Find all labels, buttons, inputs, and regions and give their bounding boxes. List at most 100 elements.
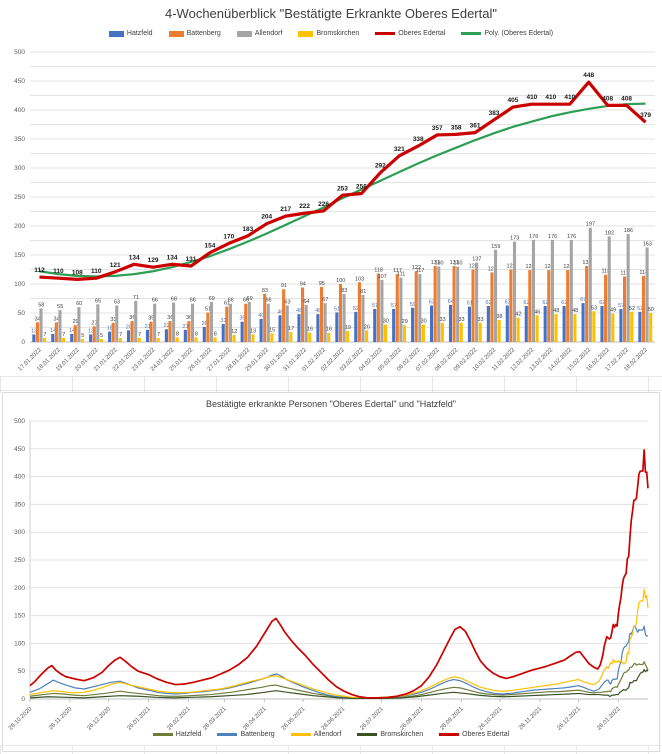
bar-label: 30	[421, 319, 427, 325]
legend-label: Hatzfeld	[175, 731, 202, 738]
bar-label: 21	[183, 324, 189, 330]
bar-label: 197	[586, 222, 595, 228]
bar-allendorf	[134, 300, 138, 342]
bar-label: 8	[214, 331, 217, 337]
bar-label: 20	[364, 324, 370, 330]
legend-item-battenberg[interactable]: Battenberg	[217, 731, 275, 738]
legend-item-oberes-edertal[interactable]: Oberes Edertal	[375, 30, 445, 37]
bar-bromskirchen	[497, 319, 501, 342]
legend-item-battenberg[interactable]: Battenberg	[168, 30, 221, 37]
bar-battenberg	[641, 275, 646, 342]
bar-label: 7	[119, 332, 122, 338]
line-point-label: 121	[110, 262, 121, 269]
bar-bromskirchen	[611, 313, 615, 342]
bar-label: 36	[129, 315, 135, 321]
bar-label: 15	[269, 327, 275, 333]
bar-battenberg	[338, 284, 342, 342]
bar-label: 176	[548, 234, 557, 240]
legend-item-poly-trend[interactable]: Poly. (Oberes Edertal)	[461, 30, 553, 37]
y-tick-label: 450	[14, 78, 25, 85]
bar-label: 40	[258, 313, 264, 319]
bar-allendorf	[153, 303, 157, 342]
bar-bromskirchen	[99, 339, 103, 342]
y-tick-label: 50	[18, 668, 26, 675]
y-tick-label: 200	[14, 585, 25, 592]
bar-bromskirchen	[402, 325, 407, 342]
line-point-label: 410	[526, 94, 537, 101]
bar-label: 65	[95, 298, 101, 304]
bar-hatzfeld	[373, 308, 377, 342]
bar-label: 8	[176, 331, 179, 337]
bar-label: 55	[57, 304, 63, 310]
line-point-label: 110	[53, 268, 64, 275]
bar-bromskirchen	[327, 332, 331, 342]
bar-label: 67	[322, 297, 328, 303]
bar-battenberg	[319, 286, 324, 342]
bar-label: 163	[643, 241, 652, 247]
bar-label: 53	[591, 305, 597, 311]
legend-swatch-battenberg	[168, 30, 184, 37]
bar-label: 62	[599, 300, 605, 306]
y-tick-label: 250	[14, 194, 25, 201]
legend-item-allendorf[interactable]: Allendorf	[236, 30, 282, 37]
bar-battenberg	[187, 321, 191, 342]
bar-bromskirchen	[365, 330, 369, 342]
legend-swatch-allendorf	[236, 30, 252, 37]
bar-bromskirchen	[43, 337, 47, 342]
bottom-chart-plot[interactable]: 0 50 100 150 200 250 300 350 400 450 500 26.10.2020…	[0, 413, 662, 743]
bar-label: 66	[152, 298, 158, 304]
bar-label: 36	[167, 315, 173, 321]
legend-swatch-battenberg	[217, 733, 238, 736]
legend-item-hatzfeld[interactable]: Hatzfeld	[152, 731, 202, 738]
bar-label: 68	[171, 297, 177, 303]
bar-battenberg	[73, 325, 77, 342]
line-point-label: 134	[167, 254, 178, 261]
line-point-label: 338	[413, 136, 424, 143]
bar-battenberg	[414, 271, 418, 342]
line-point-label: 410	[564, 94, 575, 101]
y-tick-label: 300	[14, 529, 25, 536]
bar-label: 186	[624, 228, 633, 234]
bar-allendorf	[266, 303, 270, 342]
bar-allendorf	[115, 305, 119, 342]
bar-bromskirchen	[80, 339, 85, 342]
bar-label: 122	[412, 265, 421, 271]
bar-allendorf	[77, 307, 81, 342]
bar-label: 64	[448, 299, 454, 305]
line-point-label: 292	[375, 163, 386, 170]
bar-label: 5	[81, 333, 84, 339]
y-tick-label: 250	[14, 557, 25, 564]
line-point-label: 217	[280, 206, 291, 213]
legend-item-hatzfeld[interactable]: Hatzfeld	[108, 30, 153, 37]
bar-label: 17	[288, 326, 294, 332]
bar-label: 33	[440, 317, 446, 323]
bar-bromskirchen	[118, 337, 122, 342]
bar-bromskirchen	[289, 332, 293, 342]
bar-label: 62	[542, 300, 548, 306]
bar-battenberg	[111, 322, 115, 342]
bar-battenberg	[395, 274, 399, 342]
y-tick-label: 400	[14, 474, 25, 481]
bar-battenberg	[225, 306, 229, 342]
bar-label: 125	[507, 264, 516, 270]
bar-bromskirchen	[516, 317, 520, 342]
y-tick-label: 150	[14, 613, 25, 620]
bar-hatzfeld	[354, 311, 358, 342]
legend-item-allendorf[interactable]: Allendorf	[290, 731, 342, 738]
bar-label: 61	[224, 301, 230, 307]
bar-battenberg	[282, 289, 286, 342]
bar-allendorf	[323, 303, 327, 342]
legend-item-bromskirchen[interactable]: Bromskirchen	[357, 731, 423, 738]
legend-item-bromskirchen[interactable]: Bromskirchen	[298, 30, 359, 37]
x-tick-label: 26.11.2021	[518, 706, 544, 732]
legend-item-oberes-edertal[interactable]: Oberes Edertal	[439, 731, 509, 738]
x-tick-label: 26.05.2021	[281, 706, 307, 732]
x-tick-label: 26.09.2021	[439, 706, 465, 732]
bar-label: 29	[402, 319, 408, 325]
legend-label: Allendorf	[313, 731, 342, 738]
bar-hatzfeld	[126, 330, 131, 342]
y-tick-label: 150	[14, 252, 25, 259]
bar-hatzfeld	[505, 305, 509, 342]
bar-label: 59	[410, 302, 416, 308]
